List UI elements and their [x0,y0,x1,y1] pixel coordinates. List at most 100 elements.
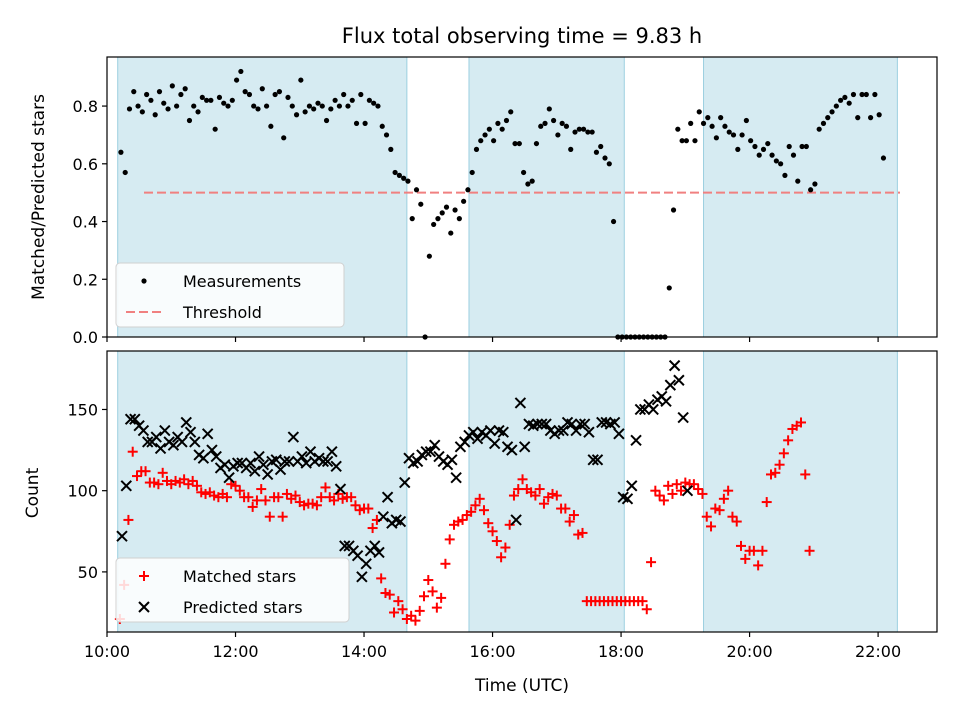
measurement-point [598,143,604,150]
matched-star-point [320,482,331,493]
predicted-star-x-b [304,445,317,458]
measurement-point [448,230,454,236]
matched-star-point [251,495,262,506]
measurement-point [606,161,612,167]
x-tick-label: 10:00 [84,642,130,661]
matched-star-point [774,459,785,470]
predicted-star-x-b [249,465,261,477]
measurement-point [812,181,818,187]
predicted-star-point [411,455,424,468]
measurement-point [199,94,205,101]
measurement-point [850,91,857,98]
matched-star-point [376,573,387,584]
matched-star-point [706,521,717,532]
measurement-point [550,117,557,124]
measurement-point [272,91,278,98]
matched-star-point [757,545,768,556]
top-y-tick-label: 0.4 [73,213,98,232]
predicted-star-point [356,571,368,583]
predicted-star-point [621,493,634,505]
measurement-point [319,103,325,109]
predicted-star-point [351,549,364,562]
predicted-star-point [296,450,308,463]
measurement-point [118,149,124,155]
measurement-point [435,216,441,222]
measurement-point [670,207,677,213]
measurement-point [790,152,797,158]
predicted-star-x-b [450,471,462,484]
measurement-point [589,129,595,135]
predicted-star-point [399,476,411,489]
matched-star-point [551,490,562,501]
predicted-star-x-b [189,436,201,448]
predicted-star-x-b [257,458,270,471]
measurement-point [191,103,197,109]
measurement-point [336,103,342,109]
measurement-point [302,109,308,115]
measurement-point [233,77,240,83]
predicted-star-point [360,558,372,570]
matched-star-point [770,467,781,478]
predicted-star-point [536,418,548,430]
measurement-point [820,120,827,126]
top-legend-label: Threshold [182,303,262,322]
predicted-star-point [150,431,162,443]
measurement-point [165,106,171,112]
measurement-point [225,103,231,109]
measurement-point [709,123,715,129]
measurement-point [251,103,257,109]
predicted-star-x-b [223,471,235,484]
predicted-star-point [249,465,261,477]
matched-star-point [646,557,657,568]
measurement-point [735,146,741,152]
predicted-star-x-b [253,450,265,463]
predicted-star-point [664,379,677,391]
predicted-star-point [206,444,218,456]
predicted-star-x-b [176,436,188,448]
matched-star-point [234,485,245,496]
predicted-star-x-b [394,515,407,528]
matched-star-point [397,604,408,615]
measurement-point [679,138,685,144]
matched-star-point [414,605,425,616]
measurement-point [769,152,775,158]
matched-star-point [247,501,258,512]
predicted-star-point [566,418,578,430]
measurement-point [529,178,535,184]
measurement-point [426,253,432,259]
predicted-star-x-b [120,480,132,492]
predicted-star-x-b [600,416,612,429]
predicted-star-point [129,413,141,425]
predicted-star-x-b [536,418,548,430]
predicted-star-x-b [608,416,621,429]
matched-star-point [140,466,151,477]
bottom-legend-label: Matched stars [183,567,296,586]
matched-star-point [676,485,687,496]
predicted-star-point [587,454,599,466]
predicted-star-point [429,439,441,451]
predicted-star-x-b [279,455,291,468]
matched-star-point [663,480,674,491]
measurement-point [431,221,437,228]
predicted-star-point [626,480,638,492]
measurement-point [328,106,334,112]
matched-star-point [658,495,669,506]
x-tick-label: 12:00 [212,642,258,661]
top-legend: Measurements Threshold [115,262,345,328]
x-tick-label: 20:00 [727,642,773,661]
predicted-star-point [497,426,509,438]
measurement-point [722,123,728,129]
measurement-point [696,109,702,115]
matched-star-point [470,500,481,511]
matched-star-point [277,511,288,522]
predicted-star-x-b [201,428,214,440]
measurement-point [495,120,501,126]
predicted-star-x-b [116,530,128,542]
matched-star-point [191,480,202,491]
matched-star-point [697,488,708,499]
predicted-star-x-b [506,444,518,456]
measurement-point [739,132,745,138]
predicted-star-x-b [283,455,295,468]
predicted-star-point [257,458,270,471]
predicted-star-x-b [553,424,565,437]
